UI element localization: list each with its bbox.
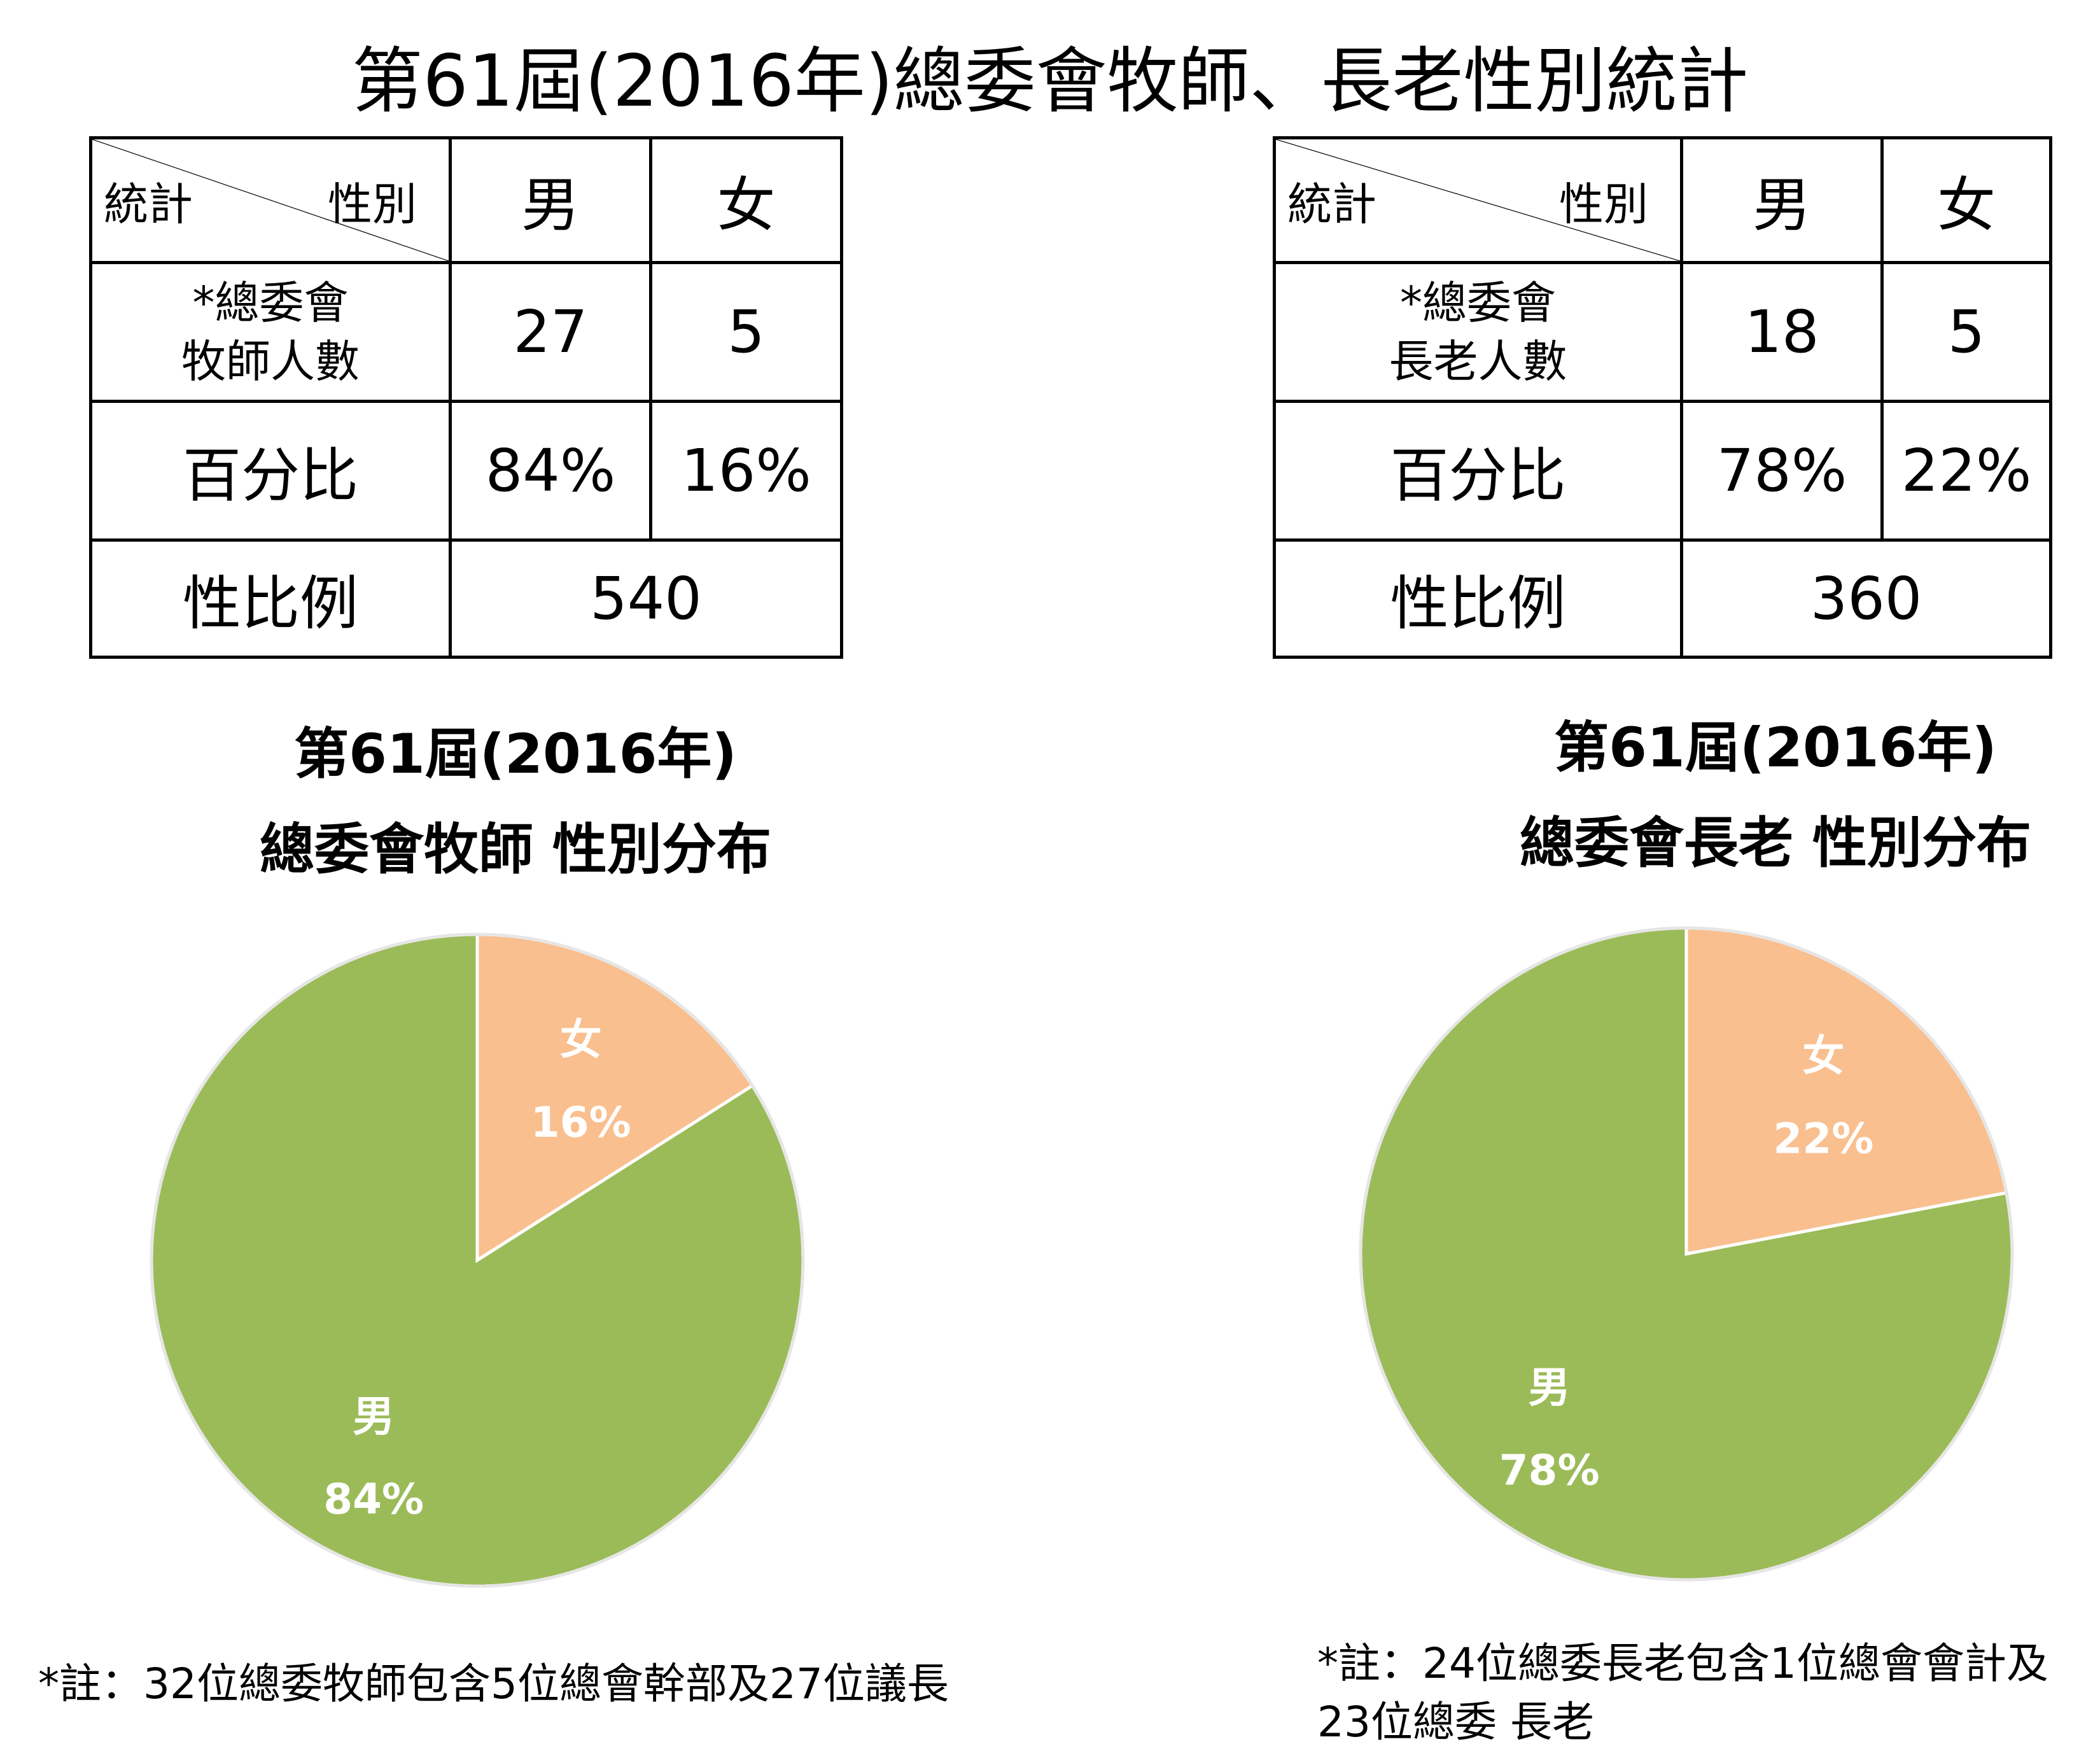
percent-male: 78% (1680, 400, 1884, 542)
pastor-stats-table: 統計 性別 男 女 *總委會 牧師人數 27 5 百分比 84% 16% 性比例… (89, 136, 843, 659)
elder-slice-label-female: 女 (1802, 1032, 1844, 1081)
pastor-slice-percent-female: 16% (531, 1098, 631, 1147)
pastor-chart-title-line1: 第61屆(2016年) (294, 722, 737, 786)
corner-gender-label: 性別 (1559, 178, 1648, 230)
sex-ratio-value: 540 (449, 538, 843, 659)
row-label-count-line2: 長老人數 (1389, 335, 1567, 388)
diagonal-divider (1276, 139, 1680, 261)
pastor-slice-label-female: 女 (560, 1015, 602, 1064)
pastor-chart-title-line2: 總委會牧師 性別分布 (260, 818, 771, 882)
elder-stats-table: 統計 性別 男 女 *總委會 長老人數 18 5 百分比 78% 22% 性比例… (1273, 136, 2052, 659)
row-label-count: *總委會 長老人數 (1273, 261, 1683, 403)
corner-stat-label: 統計 (104, 178, 193, 230)
page-title: 第61屆(2016年)總委會牧師、長老性別統計 (351, 40, 1749, 123)
pastor-gender-pie-chart: 女 16% 男 84% (150, 932, 805, 1588)
table-corner-header: 統計 性別 (1273, 136, 1683, 264)
row-label-percent: 百分比 (1273, 400, 1683, 542)
count-male: 18 (1680, 261, 1884, 403)
header-female: 女 (649, 136, 843, 264)
count-male: 27 (449, 261, 652, 403)
elder-chart-title-line2: 總委會長老 性別分布 (1520, 812, 2031, 875)
corner-stat-label: 統計 (1287, 178, 1376, 230)
percent-female: 16% (649, 400, 843, 542)
corner-gender-label: 性別 (328, 178, 417, 230)
pastor-slice-label-male: 男 (353, 1392, 395, 1441)
table-corner-header: 統計 性別 (89, 136, 452, 264)
row-label-count: *總委會 牧師人數 (89, 261, 452, 403)
row-label-count-line2: 牧師人數 (181, 335, 360, 388)
percent-male: 84% (449, 400, 652, 542)
row-label-ratio: 性比例 (89, 538, 452, 659)
percent-female: 22% (1880, 400, 2052, 542)
elder-slice-percent-female: 22% (1773, 1115, 1873, 1164)
row-label-ratio: 性比例 (1273, 538, 1683, 659)
pastor-footnote: *註：32位總委牧師包含5位總會幹部及27位議長 (38, 1659, 949, 1708)
count-female: 5 (1880, 261, 2052, 403)
header-female: 女 (1880, 136, 2052, 264)
elder-pie-rim (1359, 926, 2014, 1582)
elder-slice-label-male: 男 (1529, 1363, 1571, 1412)
elder-footnote: *註：24位總委長老包含1位總會會計及23位總委 長老 (1317, 1639, 2048, 1747)
pastor-pie-rim (150, 932, 805, 1588)
row-label-count-line1: *總委會 (1400, 276, 1556, 329)
pastor-chart-title: 第61屆(2016年) 總委會牧師 性別分布 (127, 707, 904, 897)
elder-chart-title: 第61屆(2016年) 總委會長老 性別分布 (1387, 700, 2100, 891)
sex-ratio-value: 360 (1680, 538, 2052, 659)
row-label-percent: 百分比 (89, 400, 452, 542)
elder-chart-title-line1: 第61屆(2016年) (1554, 716, 1997, 780)
pastor-slice-percent-male: 84% (323, 1475, 424, 1524)
elder-slice-percent-male: 78% (1499, 1445, 1600, 1494)
header-male: 男 (1680, 136, 1884, 264)
row-label-count-line1: *總委會 (192, 276, 349, 329)
elder-gender-pie-chart: 女 22% 男 78% (1359, 926, 2014, 1582)
header-male: 男 (449, 136, 652, 264)
diagonal-divider (92, 139, 449, 261)
count-female: 5 (649, 261, 843, 403)
